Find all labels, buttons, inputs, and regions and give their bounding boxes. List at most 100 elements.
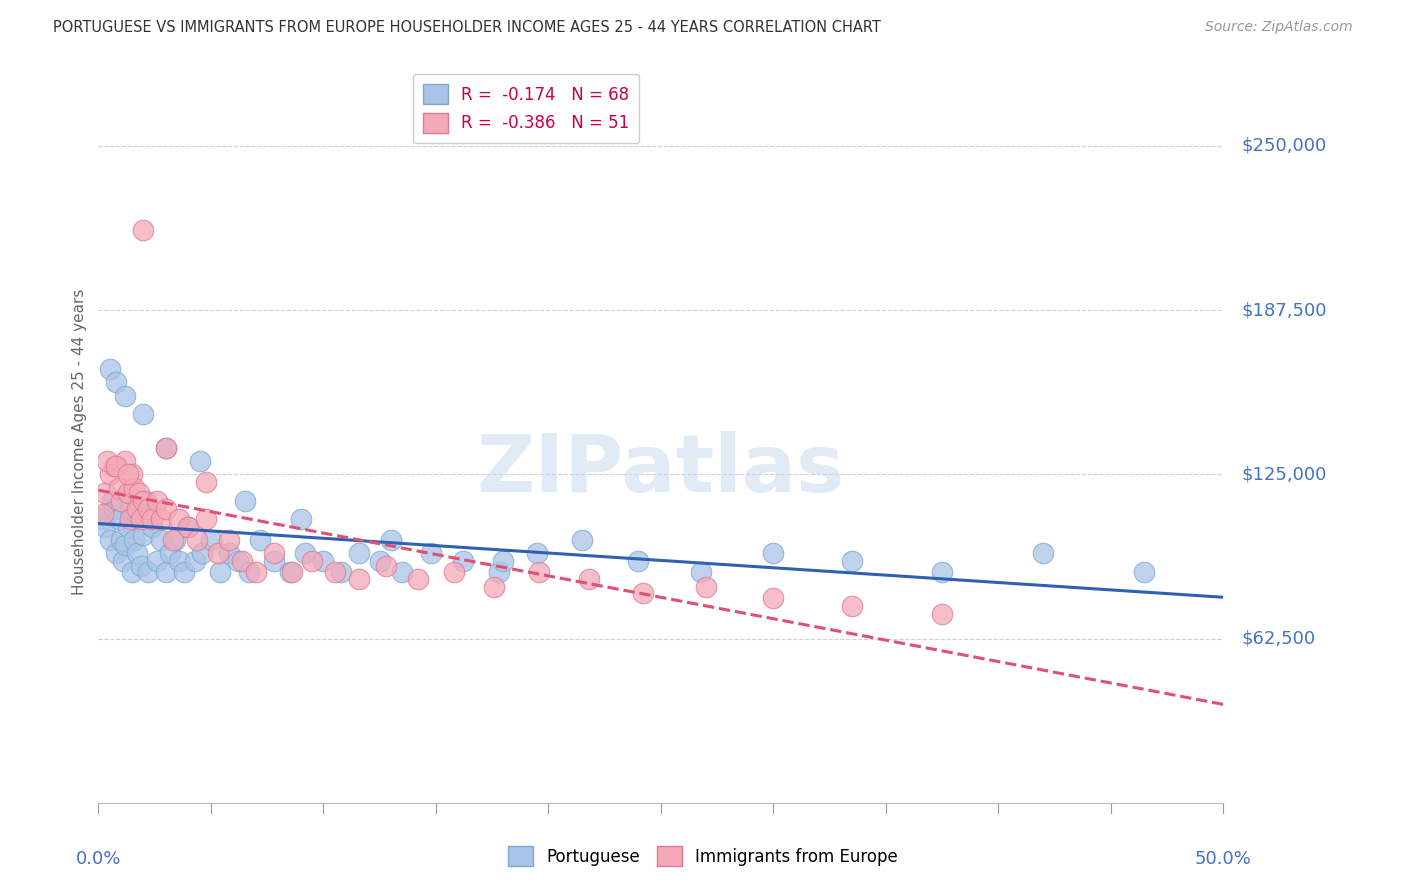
Text: 0.0%: 0.0% <box>76 850 121 868</box>
Point <box>200 533 222 547</box>
Point <box>492 554 515 568</box>
Point <box>631 585 654 599</box>
Point <box>762 591 785 605</box>
Point <box>114 454 136 468</box>
Point <box>150 533 173 547</box>
Point <box>484 580 506 594</box>
Point <box>226 554 249 568</box>
Text: PORTUGUESE VS IMMIGRANTS FROM EUROPE HOUSEHOLDER INCOME AGES 25 - 44 YEARS CORRE: PORTUGUESE VS IMMIGRANTS FROM EUROPE HOU… <box>53 20 882 35</box>
Text: ZIPatlas: ZIPatlas <box>477 432 845 509</box>
Point <box>124 533 146 547</box>
Point <box>451 554 474 568</box>
Point <box>136 565 159 579</box>
Point <box>349 546 371 560</box>
Point <box>129 559 152 574</box>
Point <box>177 520 200 534</box>
Point <box>526 546 548 560</box>
Point <box>380 533 402 547</box>
Point <box>312 554 335 568</box>
Point <box>155 565 177 579</box>
Point <box>245 565 267 579</box>
Point <box>91 512 114 526</box>
Point <box>218 546 240 560</box>
Point <box>107 481 129 495</box>
Point <box>169 512 191 526</box>
Point <box>420 546 443 560</box>
Point <box>141 512 163 526</box>
Point <box>218 533 240 547</box>
Point <box>233 493 256 508</box>
Point <box>132 493 155 508</box>
Point <box>155 441 177 455</box>
Point <box>162 533 184 547</box>
Text: $250,000: $250,000 <box>1241 137 1326 155</box>
Point <box>96 454 118 468</box>
Point <box>107 512 129 526</box>
Point <box>103 459 125 474</box>
Point <box>132 407 155 421</box>
Point <box>391 565 413 579</box>
Point <box>294 546 316 560</box>
Point <box>695 580 717 594</box>
Point <box>105 459 128 474</box>
Point <box>132 223 155 237</box>
Point <box>186 533 208 547</box>
Point <box>112 554 135 568</box>
Point <box>98 362 121 376</box>
Point <box>177 520 200 534</box>
Point <box>375 559 398 574</box>
Point <box>141 520 163 534</box>
Point <box>208 565 231 579</box>
Point <box>349 573 371 587</box>
Point <box>135 493 157 508</box>
Point <box>103 501 125 516</box>
Text: 50.0%: 50.0% <box>1195 850 1251 868</box>
Point <box>488 565 510 579</box>
Point <box>101 493 124 508</box>
Point <box>105 546 128 560</box>
Point <box>118 501 141 516</box>
Point <box>146 493 169 508</box>
Legend: Portuguese, Immigrants from Europe: Portuguese, Immigrants from Europe <box>502 839 904 873</box>
Point <box>132 528 155 542</box>
Point <box>173 565 195 579</box>
Point <box>571 533 593 547</box>
Point <box>150 512 173 526</box>
Point <box>117 520 139 534</box>
Point <box>91 507 114 521</box>
Point <box>121 467 143 482</box>
Text: $125,000: $125,000 <box>1241 466 1327 483</box>
Point <box>841 599 863 613</box>
Point <box>117 467 139 482</box>
Point <box>281 565 304 579</box>
Point <box>301 554 323 568</box>
Text: Source: ZipAtlas.com: Source: ZipAtlas.com <box>1205 20 1353 34</box>
Point <box>121 565 143 579</box>
Point <box>195 512 218 526</box>
Point <box>128 512 150 526</box>
Point <box>762 546 785 560</box>
Point <box>117 485 139 500</box>
Point <box>443 565 465 579</box>
Point <box>159 546 181 560</box>
Point <box>169 554 191 568</box>
Point <box>278 565 301 579</box>
Y-axis label: Householder Income Ages 25 - 44 years: Householder Income Ages 25 - 44 years <box>72 288 87 595</box>
Point <box>118 512 141 526</box>
Point <box>290 512 312 526</box>
Point <box>263 546 285 560</box>
Legend: R =  -0.174   N = 68, R =  -0.386   N = 51: R = -0.174 N = 68, R = -0.386 N = 51 <box>412 74 640 143</box>
Point <box>94 520 117 534</box>
Point <box>98 533 121 547</box>
Point <box>128 485 150 500</box>
Point <box>94 485 117 500</box>
Point <box>841 554 863 568</box>
Point <box>323 565 346 579</box>
Point <box>114 388 136 402</box>
Point <box>124 481 146 495</box>
Point <box>155 441 177 455</box>
Point <box>184 554 207 568</box>
Point <box>163 533 186 547</box>
Point <box>368 554 391 568</box>
Point <box>114 538 136 552</box>
